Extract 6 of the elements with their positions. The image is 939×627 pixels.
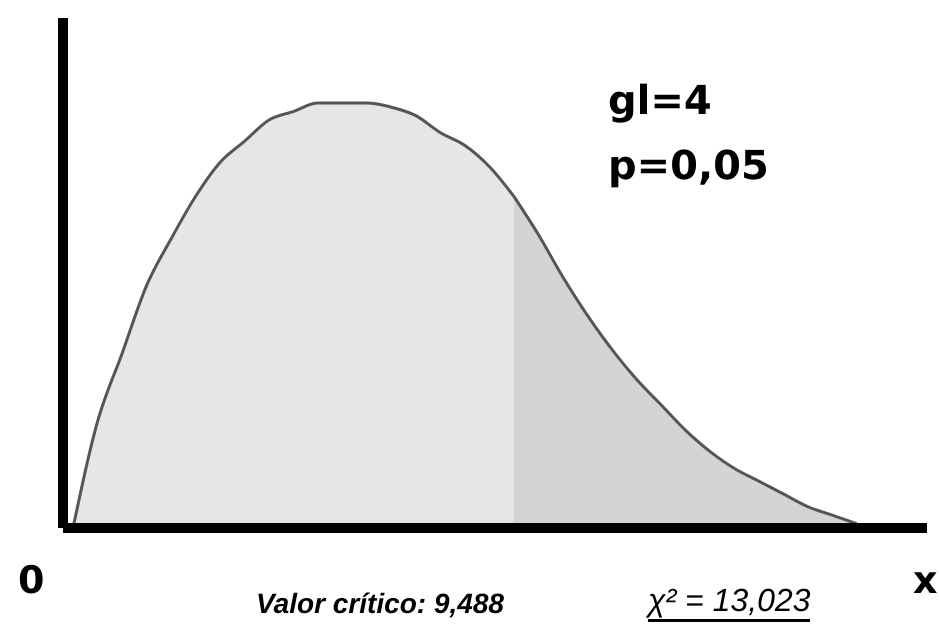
text: χ² = 13,023	[648, 582, 810, 622]
annotation: gl=4	[608, 78, 712, 124]
text: 0	[18, 558, 44, 602]
annotation: p=0,05	[608, 143, 769, 189]
x-axis-title: x	[913, 558, 938, 602]
text: Valor crítico: 9,488	[256, 588, 504, 620]
